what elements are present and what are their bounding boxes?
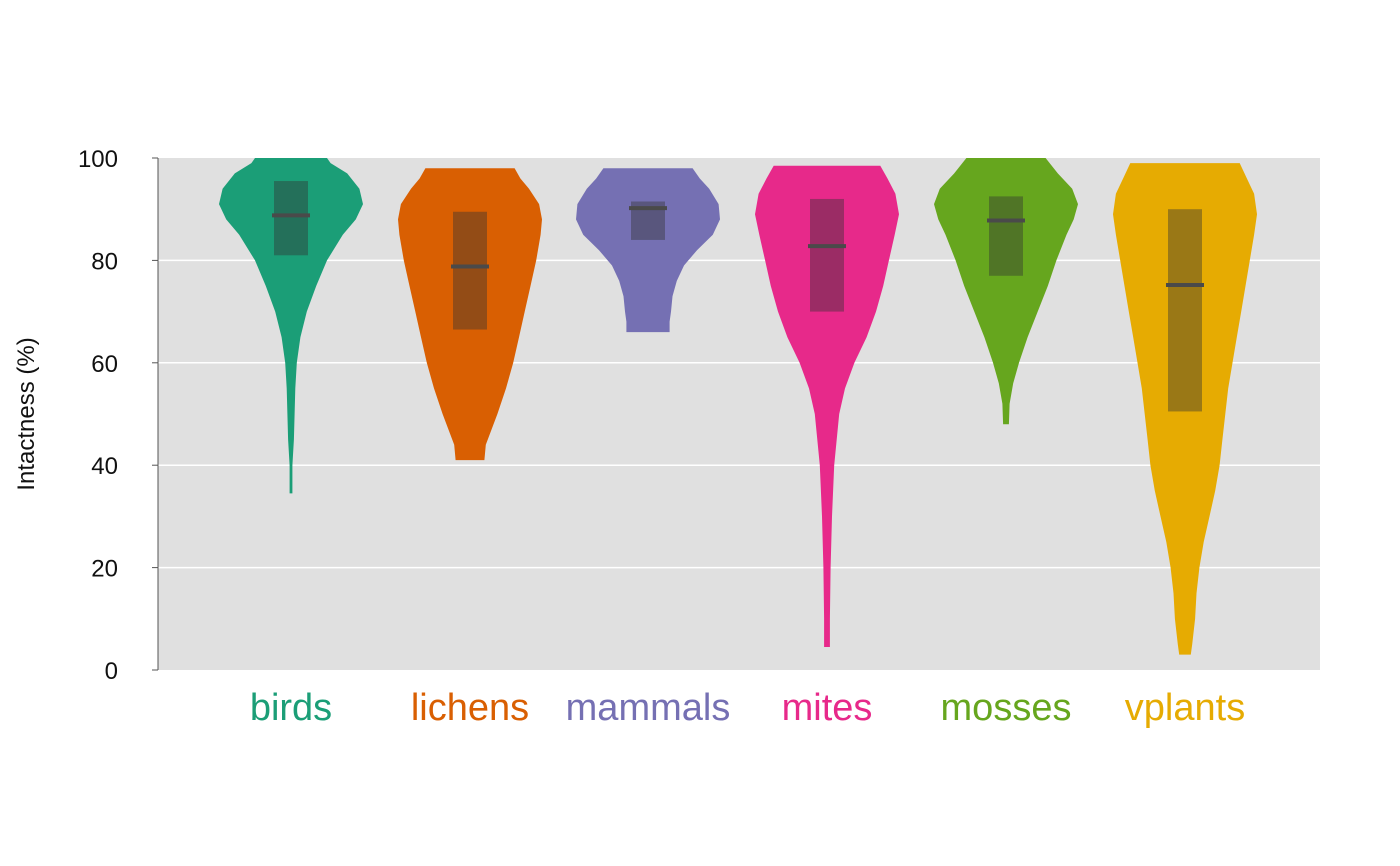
violin-body-mosses bbox=[934, 158, 1078, 425]
y-tick-label: 80 bbox=[91, 248, 118, 275]
violin-body-birds bbox=[219, 158, 363, 494]
y-axis: 0 20 40 60 80 100 bbox=[78, 146, 159, 685]
grid-lines bbox=[158, 259, 1320, 569]
y-tick-label: 100 bbox=[78, 146, 118, 173]
violin-body-lichens bbox=[398, 168, 542, 461]
violin-body-vplants bbox=[1113, 163, 1257, 655]
violin-body-mammals bbox=[576, 168, 720, 333]
y-tick-label: 60 bbox=[91, 351, 118, 378]
y-tick-label: 0 bbox=[105, 658, 118, 685]
iqr-box-lichens bbox=[453, 211, 487, 330]
violin-lichens bbox=[398, 168, 542, 461]
violin-birds bbox=[219, 158, 363, 494]
violin-mammals bbox=[576, 168, 720, 333]
iqr-box-birds bbox=[274, 181, 308, 256]
violin-vplants bbox=[1113, 163, 1257, 655]
y-axis-title: Intactness (%) bbox=[13, 337, 40, 490]
category-label-vplants: vplants bbox=[1125, 687, 1245, 729]
violin-mosses bbox=[934, 158, 1078, 425]
y-tick-label: 20 bbox=[91, 556, 118, 583]
violin-body-mites bbox=[755, 165, 899, 647]
category-label-lichens: lichens bbox=[411, 687, 529, 729]
iqr-box-mites bbox=[810, 198, 844, 312]
category-label-birds: birds bbox=[250, 687, 332, 729]
x-axis-labels: birds lichens mammals mites mosses vplants bbox=[250, 687, 1245, 729]
iqr-box-vplants bbox=[1168, 209, 1202, 412]
iqr-box-mosses bbox=[989, 196, 1023, 276]
y-tick-label: 40 bbox=[91, 453, 118, 480]
violins bbox=[219, 158, 1257, 655]
violin-mites bbox=[755, 165, 899, 647]
category-label-mites: mites bbox=[782, 687, 873, 729]
category-label-mammals: mammals bbox=[566, 687, 731, 729]
category-label-mosses: mosses bbox=[941, 687, 1072, 729]
